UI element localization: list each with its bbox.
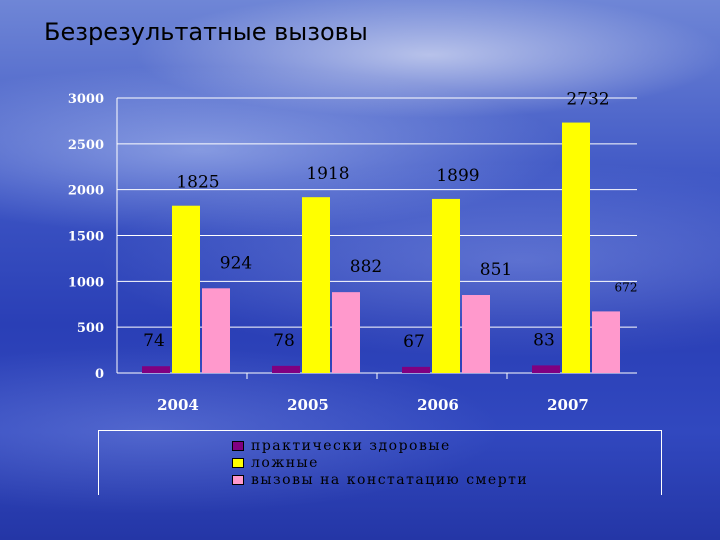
data-label: 882 (350, 257, 382, 277)
slide-title: Безрезультатные вызовы (44, 18, 368, 46)
bar (302, 197, 330, 373)
legend-label: вызовы на констатацию смерти (251, 471, 529, 488)
bar (202, 288, 230, 373)
legend-label: практически здоровые (251, 437, 451, 454)
bar (332, 292, 360, 373)
y-axis-ticks: 0 500 1000 1500 2000 2500 3000 (68, 92, 104, 382)
bar (562, 122, 590, 373)
bar (172, 205, 200, 373)
data-label: 2732 (566, 90, 609, 110)
data-labels: 74 1825 924 78 1918 882 67 1899 851 83 2732 672 (143, 90, 637, 352)
y-tick-label: 1000 (68, 275, 104, 290)
legend-item-death: вызовы на констатацию смерти (232, 471, 528, 488)
y-tick-label: 2500 (68, 138, 104, 153)
data-label: 78 (273, 331, 295, 351)
bars (142, 122, 620, 373)
data-label: 851 (480, 260, 512, 280)
x-category-label: 2006 (417, 396, 459, 414)
legend-swatch (232, 440, 244, 451)
data-label: 672 (615, 280, 638, 294)
legend-swatch (232, 457, 244, 468)
x-category-label: 2007 (547, 396, 589, 414)
bar-chart: 0 500 1000 1500 2000 2500 3000 74 1825 924 78 1918… (68, 89, 638, 414)
data-label: 1899 (436, 166, 479, 186)
bar (432, 198, 460, 373)
y-tick-label: 0 (95, 367, 104, 382)
y-tick-label: 3000 (68, 92, 104, 107)
bar (462, 294, 490, 373)
x-category-label: 2005 (287, 396, 329, 414)
legend: практически здоровые ложные вызовы на ко… (232, 437, 528, 488)
bar (532, 365, 560, 373)
x-axis-categories: 2004 2005 2006 2007 (157, 396, 589, 414)
data-label: 83 (533, 330, 555, 350)
legend-item-false: ложные (232, 454, 528, 471)
bar (142, 366, 170, 373)
data-label: 924 (220, 253, 252, 273)
legend-item-healthy: практически здоровые (232, 437, 528, 454)
y-tick-label: 2000 (68, 184, 104, 199)
y-tick-label: 500 (77, 321, 104, 336)
data-label: 1918 (306, 164, 349, 184)
data-label: 1825 (176, 173, 219, 193)
bar (592, 311, 620, 373)
legend-frame (98, 430, 662, 495)
data-label: 67 (403, 332, 425, 352)
data-label: 74 (143, 331, 165, 351)
bar (402, 366, 430, 373)
y-tick-label: 1500 (68, 230, 104, 245)
legend-label: ложные (251, 454, 319, 471)
x-category-label: 2004 (157, 396, 199, 414)
legend-swatch (232, 474, 244, 485)
bar (272, 365, 300, 373)
